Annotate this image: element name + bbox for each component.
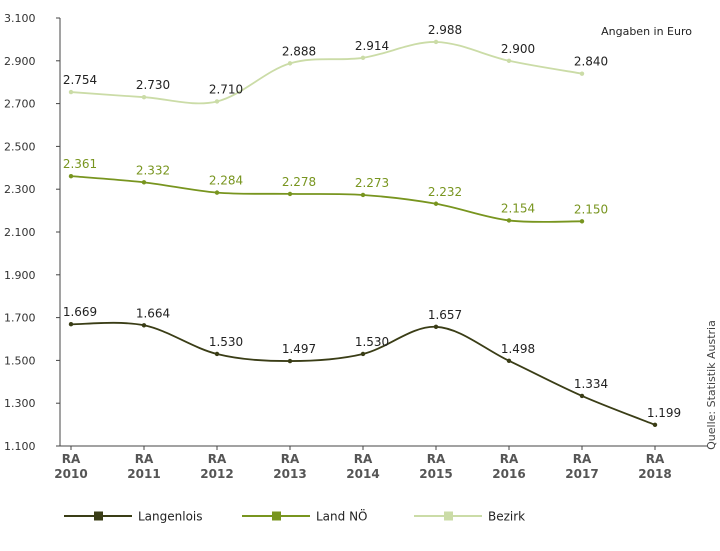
source-note: Quelle: Statistik Austria (705, 320, 718, 450)
data-point-langenlois (506, 358, 512, 364)
data-label-bezirk: 2.914 (355, 39, 389, 53)
y-tick-label: 1.100 (4, 440, 36, 453)
x-tick-label: RA 2014 (346, 452, 379, 481)
data-point-bezirk (506, 58, 512, 63)
data-point-langenlois (579, 393, 585, 399)
data-point-land-n- (214, 190, 220, 195)
legend-label-bezirk: Bezirk (488, 510, 525, 524)
data-point-langenlois (433, 324, 439, 330)
data-point-land-n- (579, 219, 585, 224)
data-label-langenlois: 1.497 (282, 342, 316, 356)
data-label-land-n-: 2.273 (355, 176, 389, 190)
data-label-land-n-: 2.232 (428, 185, 462, 199)
data-label-langenlois: 1.498 (501, 342, 535, 356)
x-tick-label: RA 2010 (54, 452, 87, 481)
y-tick-label: 2.700 (4, 98, 36, 111)
y-tick-label: 2.500 (4, 140, 36, 153)
x-tick-label: RA 2011 (127, 452, 160, 481)
series-lines (68, 39, 658, 428)
data-point-bezirk (287, 61, 293, 66)
legend-label-langenlois: Langenlois (138, 510, 203, 524)
x-tick-label: RA 2017 (565, 452, 598, 481)
data-label-bezirk: 2.730 (136, 78, 170, 92)
y-tick-label: 1.700 (4, 312, 36, 325)
data-point-langenlois (68, 322, 74, 327)
data-point-bezirk (214, 99, 220, 104)
unit-annotation: Angaben in Euro (601, 25, 692, 38)
data-point-land-n- (506, 218, 512, 223)
x-tick-label: RA 2013 (273, 452, 306, 481)
data-point-land-n- (68, 173, 74, 179)
data-label-bezirk: 2.888 (282, 44, 316, 58)
y-tick-label: 2.900 (4, 55, 36, 68)
legend-label-land-n-: Land NÖ (316, 508, 368, 524)
y-tick-label: 1.300 (4, 397, 36, 410)
data-label-land-n-: 2.150 (574, 202, 608, 216)
series-line-bezirk (70, 41, 583, 105)
x-tick-label: RA 2012 (200, 452, 233, 481)
data-point-langenlois (652, 422, 658, 428)
data-label-bezirk: 2.988 (428, 23, 462, 37)
data-point-langenlois (141, 323, 147, 328)
x-tick-label: RA 2018 (638, 452, 671, 481)
data-point-langenlois (360, 351, 366, 357)
y-tick-label: 2.100 (4, 226, 36, 239)
data-label-land-n-: 2.278 (282, 175, 316, 189)
data-label-bezirk: 2.710 (209, 82, 243, 96)
x-tick-label: RA 2016 (492, 452, 525, 481)
data-label-land-n-: 2.154 (501, 201, 535, 215)
data-label-langenlois: 1.334 (574, 377, 608, 391)
data-point-bezirk (68, 89, 74, 95)
data-label-langenlois: 1.530 (355, 335, 389, 349)
data-label-langenlois: 1.669 (63, 305, 97, 319)
series-line-langenlois (70, 321, 656, 426)
series-line-land-n- (70, 175, 583, 223)
data-label-langenlois: 1.657 (428, 308, 462, 322)
data-label-bezirk: 2.900 (501, 42, 535, 56)
data-label-land-n-: 2.332 (136, 163, 170, 177)
data-point-land-n- (287, 191, 293, 197)
data-labels: 2.754 2.730 2.710 2.888 2.914 2.988 2.900 2.840… (63, 23, 681, 420)
legend-marker-langenlois (94, 511, 103, 521)
chart-axes: 1.100 1.300 1.500 1.700 1.900 2.100 2.300 2.500… (4, 12, 708, 481)
y-tick-label: 3.100 (4, 12, 36, 25)
data-point-land-n- (141, 180, 147, 185)
data-label-langenlois: 1.530 (209, 335, 243, 349)
data-point-land-n- (433, 201, 439, 206)
data-point-land-n- (360, 192, 366, 198)
data-point-bezirk (433, 39, 439, 45)
data-label-bezirk: 2.840 (574, 55, 608, 69)
data-point-bezirk (579, 71, 585, 76)
legend-marker-land-n- (272, 511, 281, 521)
data-label-langenlois: 1.199 (647, 406, 681, 420)
chart-legend: Langenlois Land NÖ Bezirk (64, 508, 525, 524)
data-label-bezirk: 2.754 (63, 73, 97, 87)
data-point-langenlois (287, 358, 293, 364)
data-point-bezirk (360, 55, 366, 61)
y-tick-label: 2.300 (4, 183, 36, 196)
x-tick-label: RA 2015 (419, 452, 452, 481)
data-point-bezirk (141, 94, 147, 100)
data-label-langenlois: 1.664 (136, 306, 170, 320)
y-tick-label: 1.900 (4, 269, 36, 282)
data-label-land-n-: 2.284 (209, 174, 243, 188)
data-label-land-n-: 2.361 (63, 157, 97, 171)
legend-marker-bezirk (444, 511, 453, 521)
data-point-langenlois (214, 351, 220, 357)
y-tick-label: 1.500 (4, 354, 36, 367)
